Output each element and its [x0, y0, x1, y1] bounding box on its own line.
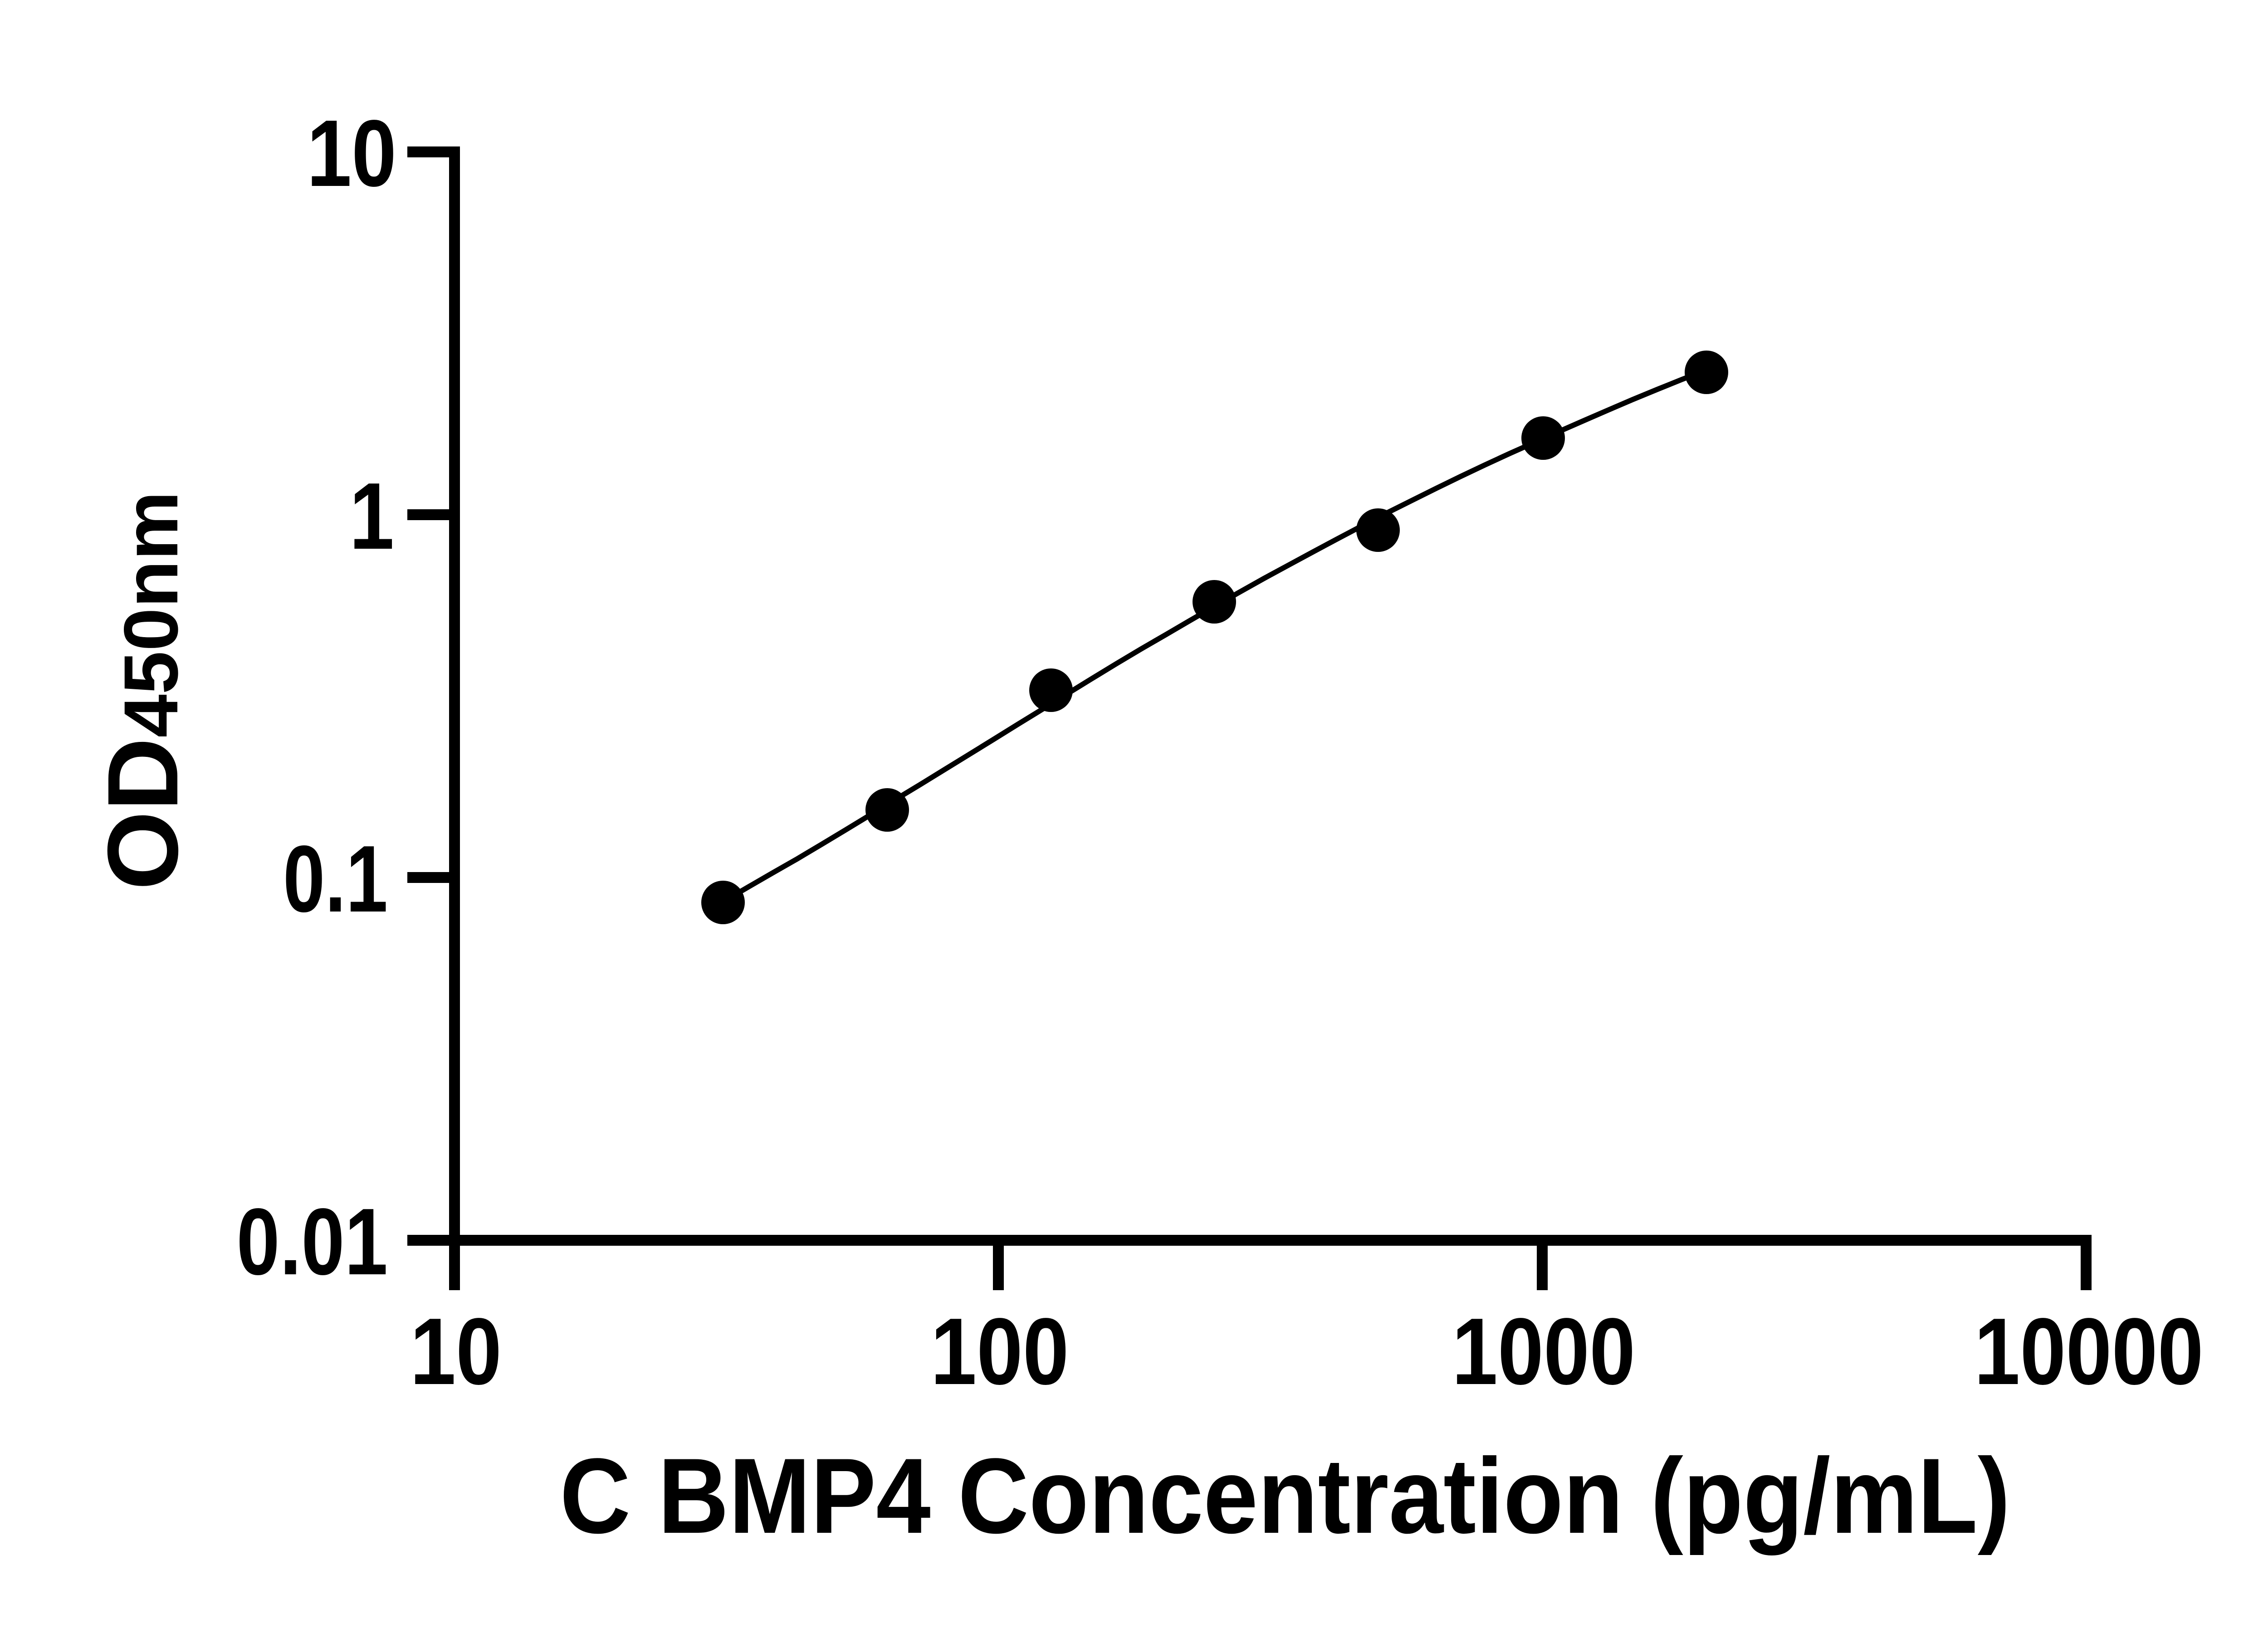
svg-text:1000: 1000	[1452, 1298, 1635, 1404]
svg-text:10: 10	[410, 1298, 502, 1404]
svg-text:0.01: 0.01	[236, 1189, 388, 1295]
svg-text:C BMP4 Concentration (pg/mL): C BMP4 Concentration (pg/mL)	[560, 1436, 2010, 1555]
svg-text:10: 10	[307, 100, 396, 206]
svg-text:0.1: 0.1	[283, 826, 388, 932]
svg-text:1: 1	[349, 463, 394, 569]
svg-text:100: 100	[930, 1298, 1069, 1404]
svg-text:10000: 10000	[1974, 1298, 2204, 1404]
